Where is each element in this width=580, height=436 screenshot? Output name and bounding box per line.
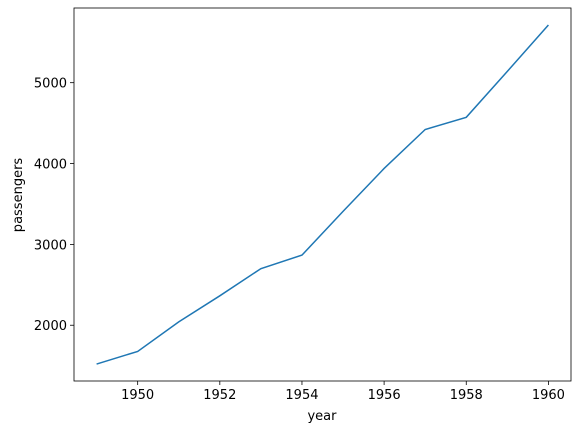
y-tick-label: 2000 bbox=[34, 319, 67, 334]
x-tick-label: 1960 bbox=[532, 388, 565, 403]
y-tick-label: 4000 bbox=[34, 158, 67, 173]
x-tick-label: 1952 bbox=[203, 388, 236, 403]
x-tick-label: 1956 bbox=[368, 388, 401, 403]
y-tick-label: 5000 bbox=[34, 77, 67, 92]
plot-frame bbox=[73, 7, 572, 382]
x-axis-label: year bbox=[307, 409, 337, 424]
data-line bbox=[96, 24, 549, 365]
x-tick-label: 1958 bbox=[450, 388, 483, 403]
y-tick-label: 3000 bbox=[34, 238, 67, 253]
x-tick-label: 1954 bbox=[285, 388, 318, 403]
y-axis-label: passengers bbox=[11, 158, 26, 233]
x-tick-label: 1950 bbox=[121, 388, 154, 403]
